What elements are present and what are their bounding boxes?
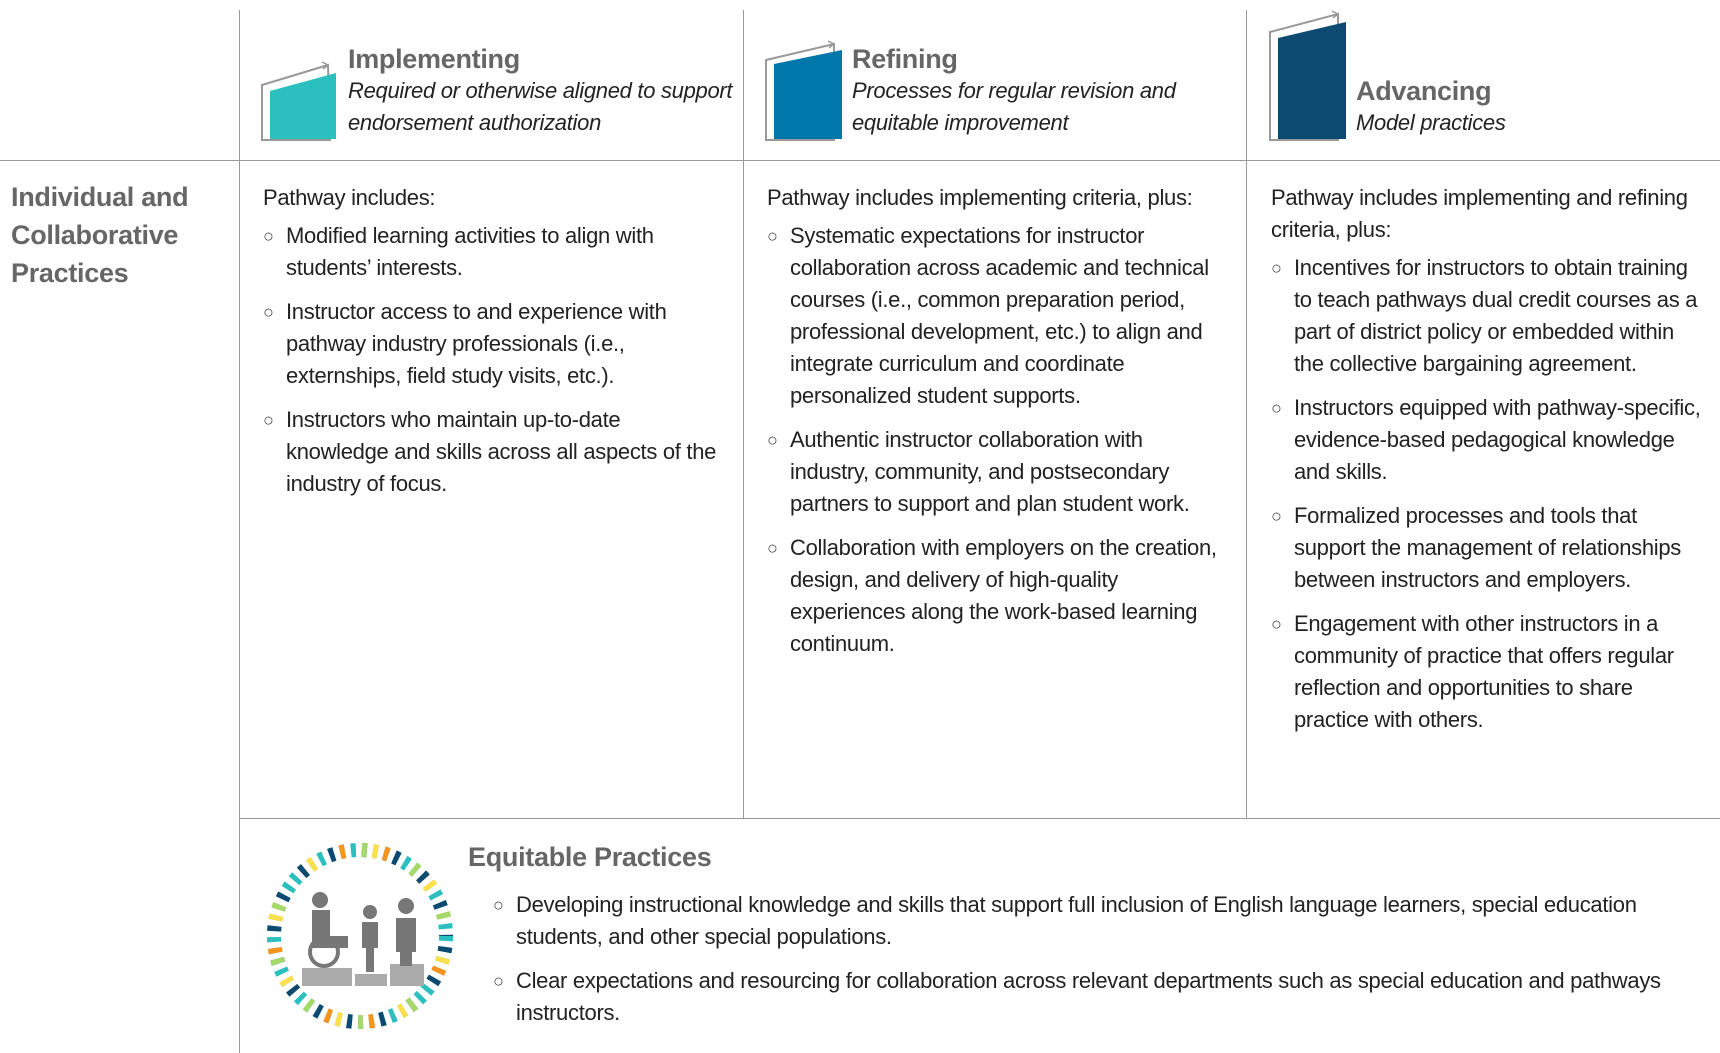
cell: Pathway includes implementing criteria, … (767, 182, 1227, 672)
cell: Pathway includes implementing and refini… (1271, 182, 1707, 748)
divider (239, 10, 240, 1053)
bullet-item: Instructors who maintain up-to-date know… (263, 404, 728, 500)
cell-intro: Pathway includes implementing and refini… (1271, 185, 1688, 242)
stage-icon (1269, 10, 1346, 141)
column-subtitle: Model practices (1356, 110, 1506, 135)
bullet-item: Incentives for instructors to obtain tra… (1271, 252, 1707, 380)
bullet-item: Systematic expectations for instructor c… (767, 220, 1227, 412)
bullet-list: Systematic expectations for instructor c… (767, 220, 1227, 660)
cell-intro: Pathway includes implementing criteria, … (767, 185, 1193, 210)
cell-intro: Pathway includes: (263, 185, 436, 210)
bullet-item: Engagement with other instructors in a c… (1271, 608, 1707, 736)
cell: Pathway includes: Modified learning activ… (263, 182, 728, 512)
divider (0, 160, 1720, 161)
section-title: Equitable Practices (468, 842, 712, 872)
bullet-list: Modified learning activities to align wi… (263, 220, 728, 500)
column-header: Refining Processes for regular revision … (852, 44, 1182, 139)
bullet-list: Developing instructional knowledge and s… (493, 889, 1708, 1029)
column-subtitle: Processes for regular revision and equit… (852, 78, 1176, 135)
column-subtitle: Required or otherwise aligned to support… (348, 78, 733, 135)
bullet-item: Clear expectations and resourcing for co… (493, 965, 1708, 1029)
stage-icon (765, 40, 842, 141)
bullet-item: Modified learning activities to align wi… (263, 220, 728, 284)
equity-icon (267, 843, 453, 1029)
divider (239, 818, 1720, 819)
column-header: Advancing Model practices (1356, 76, 1696, 139)
bullet-item: Collaboration with employers on the crea… (767, 532, 1227, 660)
divider (1246, 10, 1247, 818)
bullet-item: Developing instructional knowledge and s… (493, 889, 1708, 953)
bullet-item: Instructor access to and experience with… (263, 296, 728, 392)
column-title: Refining (852, 44, 958, 74)
divider (743, 10, 744, 818)
bullet-list: Incentives for instructors to obtain tra… (1271, 252, 1707, 736)
row-label: Individual and Collaborative Practices (11, 182, 189, 288)
bullet-item: Authentic instructor collaboration with … (767, 424, 1227, 520)
column-title: Implementing (348, 44, 520, 74)
stage-icon (261, 61, 336, 141)
column-title: Advancing (1356, 76, 1492, 106)
column-header: Implementing Required or otherwise align… (348, 44, 738, 139)
equitable-list: Developing instructional knowledge and s… (493, 889, 1708, 1041)
bullet-item: Instructors equipped with pathway-specif… (1271, 392, 1707, 488)
bullet-item: Formalized processes and tools that supp… (1271, 500, 1707, 596)
